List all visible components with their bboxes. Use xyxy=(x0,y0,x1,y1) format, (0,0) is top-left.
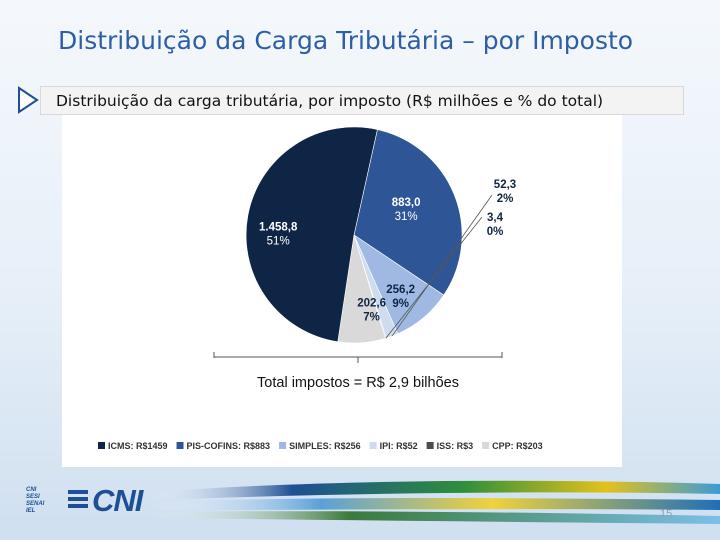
slice-percent-label: 7% xyxy=(363,312,380,324)
arrow-bullet-icon xyxy=(18,86,39,114)
pie-slice xyxy=(353,129,463,296)
slice-value-label: 256,2 xyxy=(386,284,415,296)
legend-label: IPI: R$52 xyxy=(380,441,418,451)
cni-logo-stripes-icon xyxy=(68,490,88,508)
slice-value-label: 52,3 xyxy=(494,179,516,191)
legend-swatch xyxy=(369,442,377,449)
legend-label: ICMS: R$1459 xyxy=(108,441,168,451)
legend-label: ISS: R$3 xyxy=(437,441,474,451)
legend-label: CPP: R$203 xyxy=(492,441,543,451)
legend-swatch xyxy=(98,442,105,449)
slice-percent-label: 9% xyxy=(392,298,409,310)
legend-swatch xyxy=(482,442,490,449)
cni-logo: CNI xyxy=(92,483,143,518)
legend-label: SIMPLES: R$256 xyxy=(289,441,361,451)
slice-value-label: 1.458,8 xyxy=(259,222,298,234)
pie-chart: 1.458,8 51% 883,0 31% 256,2 9% 202,6 7% 52,3 2% 3,… xyxy=(98,126,543,451)
slice-value-label: 202,6 xyxy=(357,298,386,310)
footer-logos: CNI SESI SENAI IEL CNI xyxy=(26,483,166,518)
slice-percent-label: 2% xyxy=(497,193,514,205)
slice-percent-label: 0% xyxy=(487,226,504,238)
slice-value-label: 883,0 xyxy=(392,197,421,209)
slide-title: Distribuição da Carga Tributária – por I… xyxy=(58,26,634,55)
leader-line xyxy=(385,216,483,339)
slice-percent-label: 51% xyxy=(267,236,290,248)
legend-swatch xyxy=(426,442,434,449)
legend-label: PIS-COFINS: R$883 xyxy=(187,441,271,451)
slice-value-label: 3,4 xyxy=(487,212,504,224)
page-number: 15 xyxy=(660,508,673,520)
legend-swatch xyxy=(176,442,184,449)
chart-panel: 1.458,8 51% 883,0 31% 256,2 9% 202,6 7% 52,3 2% 3,… xyxy=(62,115,622,467)
footer-color-swoosh xyxy=(150,480,720,524)
chart-subtitle: Distribuição da carga tributária, por im… xyxy=(56,92,604,110)
total-label: Total impostos = R$ 2,9 bilhões xyxy=(257,375,459,391)
chart-subtitle-bar: Distribuição da carga tributária, por im… xyxy=(40,86,684,115)
slice-percent-label: 31% xyxy=(395,211,418,223)
leader-line xyxy=(391,194,493,337)
legend-swatch xyxy=(279,442,287,449)
system-logo: CNI SESI SENAI IEL xyxy=(26,487,45,514)
pie-slice xyxy=(245,126,378,343)
